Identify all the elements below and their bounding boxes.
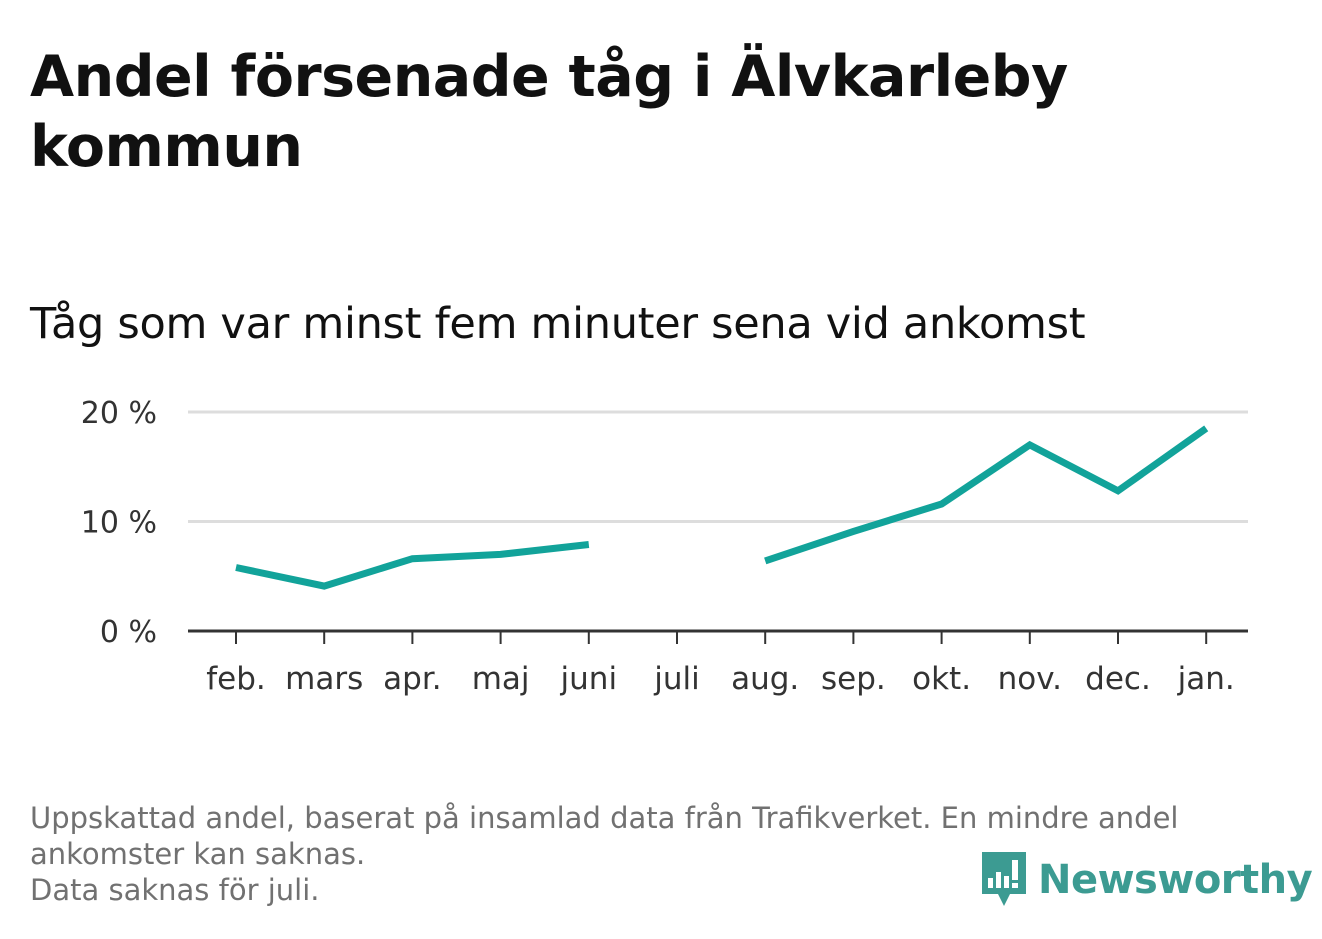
footnote-line: Data saknas för juli.	[30, 873, 320, 907]
x-axis-labels: feb. mars apr. maj juni juli aug. sep. okt. nov. d…	[206, 661, 1235, 697]
chart-subtitle: Tåg som var minst fem minuter sena vid a…	[30, 299, 1086, 349]
y-tick-label: 0 %	[100, 615, 157, 650]
x-tick-label: jan.	[1177, 661, 1235, 697]
x-tick-label: juli	[653, 661, 700, 697]
x-tick-label: aug.	[731, 661, 799, 697]
x-tick-label: feb.	[206, 661, 266, 697]
gridlines	[188, 410, 1248, 523]
x-tick-label: sep.	[821, 661, 886, 697]
newsworthy-bar-chart-icon	[982, 852, 1026, 906]
x-tick-label: mars	[285, 661, 363, 697]
y-tick-label: 20 %	[81, 396, 157, 431]
y-axis-labels: 0 % 10 % 20 %	[81, 396, 157, 650]
series-line	[764, 425, 1209, 565]
data-lines	[235, 425, 1209, 590]
x-tick-label: okt.	[912, 661, 971, 697]
line-chart: 0 % 10 % 20 % feb. mars apr. maj juni juli aug. s…	[81, 396, 1248, 697]
x-tick-label: maj	[472, 661, 530, 697]
x-tick-label: apr.	[383, 661, 441, 697]
y-tick-label: 10 %	[81, 506, 157, 541]
x-tick-label: nov.	[998, 661, 1062, 697]
footnote-line: ankomster kan saknas.	[30, 837, 366, 871]
footnote: Uppskattad andel, baserat på insamlad da…	[30, 800, 1290, 908]
logo-text: Newsworthy	[1038, 857, 1313, 903]
chart-title: Andel försenade tåg i Älvkarleby kommun	[30, 44, 1068, 180]
x-tick-label: dec.	[1085, 661, 1151, 697]
footnote-line: Uppskattad andel, baserat på insamlad da…	[30, 801, 1179, 835]
x-axis	[188, 629, 1248, 644]
newsworthy-logo: Newsworthy	[980, 850, 1313, 910]
x-tick-label: juni	[560, 661, 618, 697]
series-line	[235, 541, 590, 590]
